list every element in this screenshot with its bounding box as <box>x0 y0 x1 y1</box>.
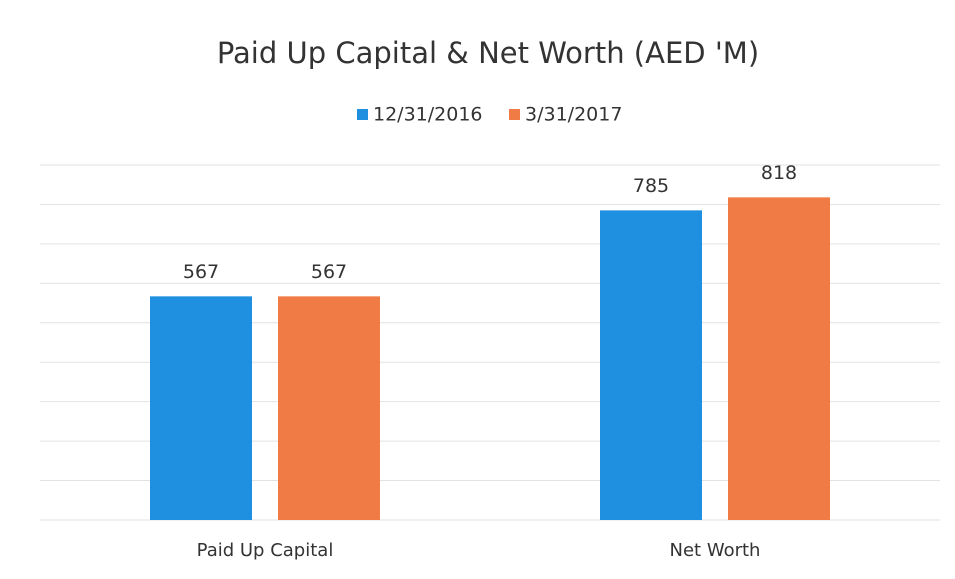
legend-swatch <box>509 109 520 120</box>
bar <box>728 197 830 520</box>
legend-label: 3/31/2017 <box>525 104 622 126</box>
bar <box>278 296 380 520</box>
legend-label: 12/31/2016 <box>373 104 483 126</box>
chart-title: Paid Up Capital & Net Worth (AED 'M) <box>217 36 759 70</box>
bar <box>600 210 702 520</box>
x-tick-label: Net Worth <box>670 540 761 561</box>
x-tick-label: Paid Up Capital <box>197 540 334 561</box>
data-label: 785 <box>633 175 669 197</box>
bar <box>150 296 252 520</box>
legend-swatch <box>357 109 368 120</box>
data-label: 567 <box>183 261 219 283</box>
data-label: 818 <box>761 162 797 184</box>
data-label: 567 <box>311 261 347 283</box>
